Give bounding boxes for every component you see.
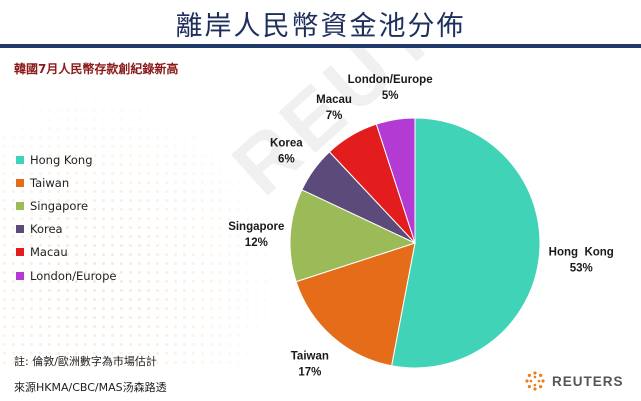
slice-value-label: 7% bbox=[326, 110, 343, 122]
slice-name-label: Taiwan bbox=[291, 350, 329, 362]
slice-name-label: Korea bbox=[270, 138, 303, 150]
legend-item: Singapore bbox=[16, 194, 116, 217]
chart-legend: Hong Kong Taiwan Singapore Korea Macau London… bbox=[16, 148, 116, 287]
pie-slice bbox=[375, 117, 416, 244]
slice-name-label: Macau bbox=[316, 94, 352, 106]
slice-value-label: 12% bbox=[245, 237, 268, 249]
reuters-dots-icon bbox=[525, 371, 545, 391]
legend-swatch bbox=[16, 271, 24, 280]
page-title: 離岸人民幣資金池分佈 bbox=[175, 11, 466, 42]
legend-swatch bbox=[16, 201, 24, 210]
legend-item: Taiwan bbox=[16, 171, 116, 194]
slice-value-label: 5% bbox=[382, 90, 399, 102]
slice-value-label: 6% bbox=[278, 154, 295, 166]
chart-subtitle: 韓國7月人民幣存款創紀錄新高 bbox=[14, 62, 179, 76]
title-bar: 離岸人民幣資金池分佈 bbox=[0, 0, 641, 44]
footnote: 註: 倫敦/歐洲數字為市場估計 bbox=[14, 355, 157, 368]
reuters-logo: REUTERS bbox=[524, 370, 624, 392]
slice-name-label: Hong Kong bbox=[549, 247, 614, 259]
source-line: 來源HKMA/CBC/MAS汤森路透 bbox=[14, 381, 167, 394]
title-divider bbox=[0, 44, 641, 48]
legend-swatch bbox=[16, 248, 24, 257]
slice-name-label: London/Europe bbox=[348, 74, 433, 86]
legend-label: Korea bbox=[30, 222, 63, 237]
pie-slice bbox=[295, 242, 416, 367]
legend-label: Taiwan bbox=[30, 175, 70, 190]
legend-label: Macau bbox=[30, 245, 68, 260]
pie-slice bbox=[390, 117, 541, 369]
slice-name-label: Singapore bbox=[228, 221, 284, 233]
reuters-wordmark: REUTERS bbox=[552, 373, 624, 389]
slice-value-label: 17% bbox=[298, 366, 321, 378]
legend-swatch bbox=[16, 178, 24, 187]
legend-item: Korea bbox=[16, 218, 116, 241]
slice-value-label: 53% bbox=[570, 263, 593, 275]
legend-item: Macau bbox=[16, 241, 116, 264]
legend-swatch bbox=[16, 155, 24, 164]
legend-item: London/Europe bbox=[16, 264, 116, 287]
legend-label: Hong Kong bbox=[30, 152, 93, 167]
pie-slice bbox=[289, 189, 417, 283]
legend-label: London/Europe bbox=[30, 268, 117, 283]
legend-label: Singapore bbox=[30, 198, 89, 213]
legend-item: Hong Kong bbox=[16, 148, 116, 171]
legend-swatch bbox=[16, 225, 24, 234]
